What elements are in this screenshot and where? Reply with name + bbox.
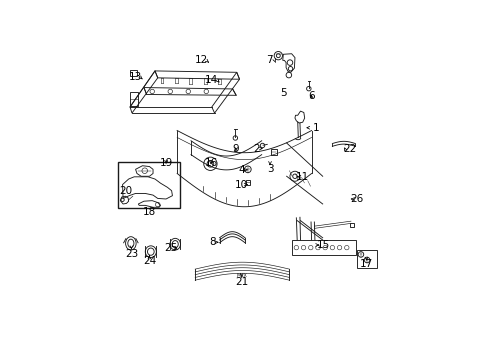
Text: 5: 5 <box>279 87 286 98</box>
Text: 8: 8 <box>208 237 215 247</box>
Text: 25: 25 <box>164 243 177 253</box>
Text: 16: 16 <box>204 158 217 168</box>
Text: 23: 23 <box>124 249 138 259</box>
Text: 17: 17 <box>359 258 372 269</box>
Text: 3: 3 <box>266 164 273 174</box>
Text: 1: 1 <box>312 123 318 133</box>
Text: 2: 2 <box>252 144 259 153</box>
Bar <box>118 162 180 208</box>
Text: 13: 13 <box>128 72 142 82</box>
Text: 14: 14 <box>205 75 218 85</box>
Bar <box>356 250 377 268</box>
Text: 21: 21 <box>235 277 248 287</box>
Text: 18: 18 <box>142 207 156 217</box>
Bar <box>270 149 276 155</box>
Text: 9: 9 <box>232 144 239 154</box>
Bar <box>130 70 137 76</box>
Text: 19: 19 <box>159 158 172 168</box>
Text: MKX: MKX <box>236 273 246 278</box>
Bar <box>246 180 249 185</box>
Bar <box>349 223 353 227</box>
Text: 7: 7 <box>265 55 272 65</box>
Text: 4: 4 <box>238 165 244 175</box>
Text: 24: 24 <box>142 256 156 266</box>
Text: 15: 15 <box>316 240 329 250</box>
Text: 22: 22 <box>343 144 356 153</box>
Text: 26: 26 <box>349 194 363 204</box>
Text: 6: 6 <box>307 91 314 101</box>
Bar <box>292 240 355 255</box>
Text: 20: 20 <box>119 186 132 196</box>
Bar <box>130 92 138 105</box>
Text: 11: 11 <box>296 172 309 182</box>
Text: 10: 10 <box>235 180 248 190</box>
Text: 12: 12 <box>194 55 207 66</box>
